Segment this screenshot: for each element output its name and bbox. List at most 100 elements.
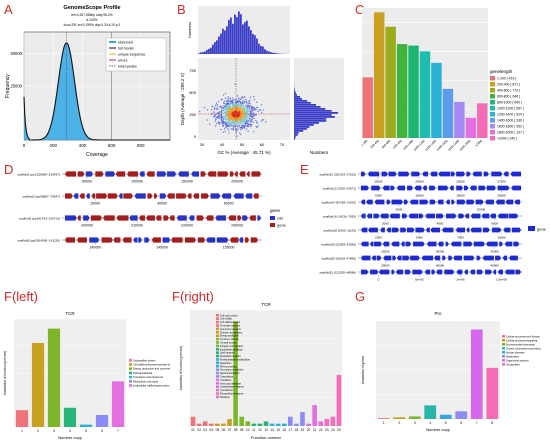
chart-b-point — [216, 104, 219, 106]
gene-arrow — [403, 199, 409, 205]
chart-b-point — [211, 112, 214, 115]
chart-b-right-bin — [294, 116, 335, 118]
chart-a-subtitle-3: kcov:291 err:0.199% dup:0.34 k:19 p:1 — [64, 23, 121, 27]
chart-b-point — [238, 99, 240, 101]
track-tick-label: 5000 — [375, 193, 382, 197]
chart-c-xtick: 200-400 — [369, 139, 380, 150]
chart-b-point — [234, 99, 236, 101]
gene-arrow — [400, 227, 407, 233]
chart-b-point — [237, 125, 239, 127]
track-label: scaffold1 (pp1259999–233497) — [17, 172, 60, 176]
gene-arrow — [437, 241, 444, 247]
chart-b-point — [222, 125, 224, 128]
chart-b-point — [211, 109, 213, 111]
gene-arrow — [418, 213, 424, 219]
fl-bar — [47, 328, 61, 427]
track-tick-label: 40000 — [157, 202, 167, 206]
chart-b-point — [260, 120, 263, 122]
gene-arrow — [373, 241, 382, 247]
chart-b-ytick: 250 — [189, 112, 196, 117]
chart-b-point — [242, 121, 244, 123]
chart-b-point — [228, 107, 231, 110]
chart-b-point — [216, 117, 218, 119]
gene-arrow — [391, 199, 403, 205]
gene-arrow — [361, 171, 366, 177]
legend-a-observed: observed — [118, 41, 133, 45]
chart-b-top-bin — [242, 24, 244, 54]
chart-b-top-bin — [272, 52, 274, 54]
chart-b-point — [220, 112, 222, 114]
fr-legend-swatch — [216, 314, 219, 317]
gene-arrow — [184, 237, 196, 243]
chart-b-right-bin — [294, 104, 317, 106]
gene-arrow — [448, 255, 453, 261]
fr-xtick: 04 — [210, 428, 214, 432]
legend-a-full-model: full model — [118, 47, 134, 51]
track-tick-label: 20000 — [415, 179, 424, 183]
chart-c-legend-swatch — [490, 118, 495, 123]
chart-b-point — [224, 112, 227, 115]
chart-b-point — [230, 110, 232, 112]
chart-c-bar — [408, 45, 419, 138]
chart-b-point — [248, 107, 251, 110]
gene-arrow — [485, 269, 492, 275]
chart-b-top-bin — [230, 17, 232, 54]
fr-legend-swatch — [216, 358, 219, 361]
chart-b-point — [232, 125, 235, 128]
chart-a-title: GenomeScope Profile — [63, 5, 120, 11]
fr-bar — [208, 423, 214, 426]
gene-arrow — [405, 241, 412, 247]
chart-b-point — [214, 113, 217, 116]
chart-b-point — [232, 121, 234, 124]
gene-arrow — [485, 199, 494, 205]
chart-b-point — [217, 112, 219, 114]
chart-b-point — [238, 112, 241, 114]
gene-arrow — [378, 269, 390, 275]
fl-legend-item: Energy production and conversion — [133, 367, 170, 371]
g-legend-swatch — [502, 359, 505, 362]
chart-b-point — [217, 100, 220, 103]
track-tick-label: 30000 — [381, 263, 390, 267]
chart-b-point — [250, 112, 252, 114]
gene-arrow — [382, 241, 390, 247]
fr-bar — [227, 419, 232, 426]
chart-c-legend-swatch — [490, 100, 495, 105]
fr-legend-item: RNA processing — [220, 365, 237, 368]
chart-b-point — [224, 130, 227, 133]
chart-b-point — [203, 106, 206, 109]
chart-b-point — [217, 121, 220, 123]
fl-legend-swatch — [129, 363, 132, 366]
chart-b-point — [248, 117, 250, 120]
chart-b-point — [237, 97, 240, 99]
fr-bar — [330, 416, 336, 426]
chart-b-point — [226, 110, 228, 113]
chart-b-point — [229, 125, 231, 127]
chart-b-point — [239, 121, 242, 124]
g-legend-item: Genetic information processing — [506, 347, 541, 350]
gene-arrow — [133, 237, 138, 243]
gene-arrow — [412, 269, 423, 275]
chart-f-right-title: TCR — [261, 302, 271, 307]
track-tick-label: 30000 — [436, 249, 445, 253]
chart-b-point — [238, 124, 241, 127]
fl-bar — [95, 415, 109, 427]
chart-b-right-bin — [294, 138, 296, 140]
fr-legend-item: General function — [220, 342, 238, 345]
chart-g-title: Pro — [434, 311, 442, 316]
chart-b-point — [211, 105, 214, 108]
chart-b-ytick: 0 — [194, 134, 197, 139]
gene-arrow — [196, 215, 204, 221]
chart-b-right-bin — [294, 88, 295, 90]
chart-b-point — [243, 110, 246, 112]
chart-a-xtick: 800 — [137, 143, 145, 148]
chart-b-right-histogram — [294, 66, 339, 140]
chart-b-point — [229, 118, 231, 120]
gene-arrow — [409, 199, 419, 205]
gene-arrow — [442, 255, 446, 261]
fr-bar — [233, 321, 238, 426]
chart-b-point — [231, 119, 234, 121]
gene-arrow — [239, 237, 244, 243]
chart-b-point — [208, 123, 211, 125]
gene-arrow — [65, 215, 77, 221]
chart-b-point — [225, 123, 228, 125]
